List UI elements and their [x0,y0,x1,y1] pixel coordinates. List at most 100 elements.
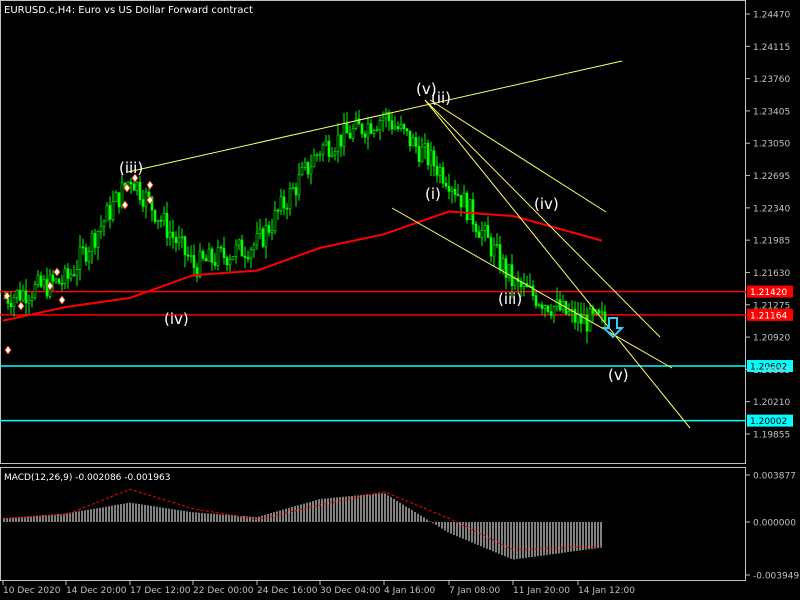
candle-body [453,189,457,195]
price-levels: 1.21420 1.21164 1.20602 1.20002 [0,285,793,427]
candle-body [426,142,430,166]
price-tick-label: 1.19855 [753,431,790,441]
candle-body [510,264,514,287]
candle-body [357,118,361,125]
candle-body [459,195,463,208]
candle-body [402,124,406,130]
candle-body [342,123,346,147]
candle-body [312,155,316,168]
candle-body [597,309,601,314]
candle-body [408,130,412,147]
price-tick-label: 1.20565 [753,366,790,376]
candle-body [222,247,226,258]
wave-label: (i) [425,185,441,203]
candle-body [156,219,160,222]
candle-body [69,274,73,279]
candle-body [153,209,157,222]
candle-body [432,150,436,167]
candle-body [213,262,217,266]
trendline [424,99,661,338]
macd-label: MACD(12,26,9) -0.002086 -0.001963 [4,473,170,483]
signal-arrows [3,173,625,355]
candle-body [168,231,172,238]
candle-body [477,231,481,238]
candle-body [474,223,478,233]
price-tick-label: 1.23050 [753,140,790,150]
candle-body [444,182,448,187]
candle-body [75,269,79,276]
signal-arrow [58,295,66,305]
signal-arrow [4,345,12,355]
candle-body [384,112,388,119]
candle-body [234,244,238,257]
candle-body [171,231,175,238]
candle-body [603,311,607,322]
candle-body [174,237,178,244]
candle-body [228,259,232,266]
price-level-label: 1.21164 [750,311,787,321]
candle-body [396,126,400,130]
candle-body [447,185,451,192]
time-tick-label: 22 Dec 00:00 [193,586,254,596]
wave-label: (ii) [431,89,451,107]
trendlines[interactable] [127,60,691,429]
candle-body [240,239,244,257]
time-tick-label: 14 Jan 12:00 [578,586,635,596]
candle-body [327,140,331,157]
candle-body [57,278,61,284]
time-tick-label: 14 Dec 20:00 [66,586,127,596]
candle-body [552,306,556,316]
candle-body [504,258,508,278]
candle-body [90,233,94,252]
candle-body [18,289,22,301]
candle-body [291,187,295,189]
candle-body [216,246,220,266]
candle-body [438,167,442,176]
candle-body [66,268,70,279]
candle-body [30,297,34,301]
candle-body [318,153,322,156]
candle-body [336,134,340,152]
candle-body [129,181,133,185]
signal-arrow [146,195,154,205]
candle-body [300,167,304,175]
candle-body [42,279,46,287]
candle-body [534,295,538,306]
candle-body [297,174,301,196]
candle-body [489,237,493,257]
candle-body [120,182,124,208]
candle-body [456,194,460,196]
candle-body [63,268,67,284]
price-level-label: 1.20002 [750,417,787,427]
candle-body [288,188,292,210]
candle-body [405,128,409,132]
candle-body [189,255,193,257]
signal-arrow [123,183,131,193]
candle-body [549,311,553,316]
candle-body [12,297,16,307]
price-tick-label: 1.20210 [753,398,790,408]
candle-body [495,244,499,246]
candle-body [27,300,31,304]
ma-line [2,210,603,322]
candle-body [60,283,64,285]
trendline [429,99,607,213]
signal-arrow [121,200,129,210]
candle-body [567,311,571,315]
candle-body [531,285,535,297]
candle-body [468,199,472,221]
candle-body [204,258,208,262]
price-tick-label: 1.24470 [753,11,790,21]
signal-arrow [146,180,154,190]
price-level-tag [747,414,793,427]
candle-body [162,212,166,222]
time-tick-label: 7 Jan 08:00 [449,586,501,596]
candle-body [87,251,91,262]
candle-body [114,192,118,203]
candle-body [273,209,277,232]
wave-label: (v) [608,366,629,384]
candle-body [180,236,184,238]
candle-body [285,207,289,210]
candle-body [15,289,19,298]
